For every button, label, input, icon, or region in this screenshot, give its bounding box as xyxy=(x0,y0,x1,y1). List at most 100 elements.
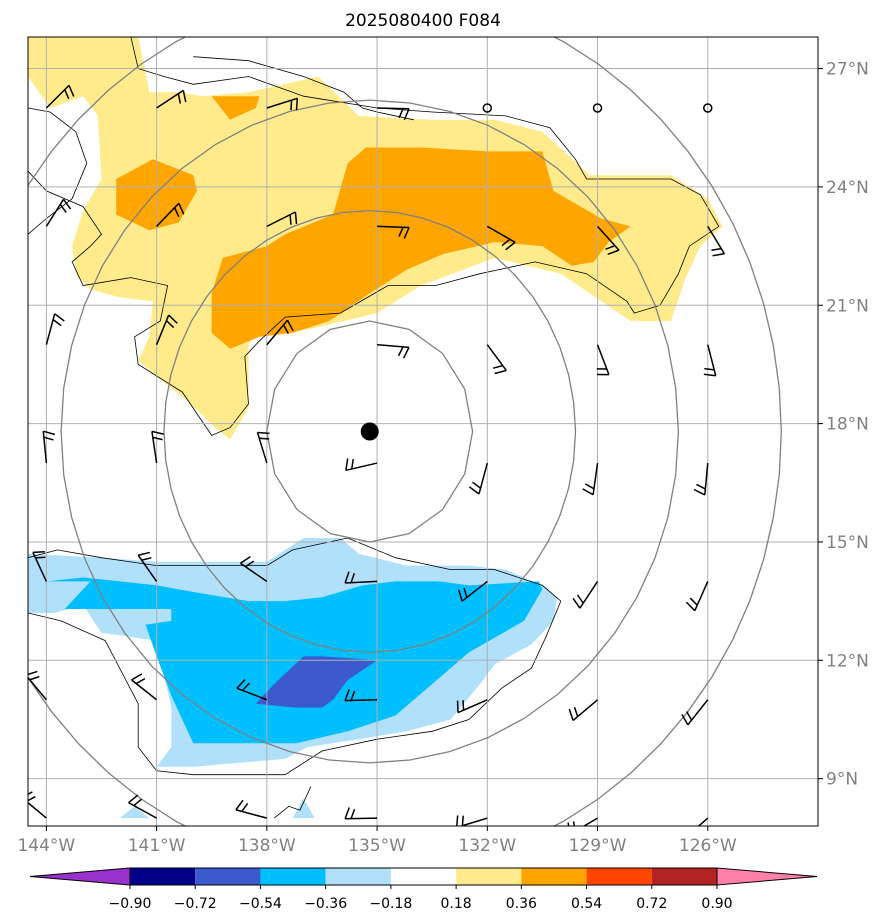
wind-barb-staff xyxy=(266,211,296,228)
wind-barb-feather xyxy=(468,486,480,495)
wind-barb-feather xyxy=(282,324,289,335)
wind-barb-feather xyxy=(62,198,72,210)
wind-barb-37 xyxy=(236,678,268,701)
colorbar-segment-6 xyxy=(521,868,587,885)
wind-barb-staff xyxy=(486,344,507,371)
filled-contours xyxy=(28,37,723,819)
wind-barb-31 xyxy=(344,571,378,584)
wind-barb-staff xyxy=(235,809,268,819)
wind-barb-9 xyxy=(266,211,298,228)
y-tick-label-4: 15°N xyxy=(826,533,869,553)
wind-barb-22 xyxy=(151,430,164,464)
wind-barb-feather xyxy=(59,203,67,213)
y-tick-label-6: 9°N xyxy=(826,770,858,790)
contour-line-2 xyxy=(28,537,562,776)
filled-region-8 xyxy=(292,798,315,819)
wind-barb-28 xyxy=(32,550,48,582)
wind-barb-staff xyxy=(42,431,48,464)
wind-barb-29 xyxy=(137,551,158,582)
wind-barb-staff xyxy=(151,431,158,464)
wind-barb-8 xyxy=(156,202,185,227)
wind-barb-feather xyxy=(461,815,464,826)
wind-barb-staff xyxy=(596,344,610,375)
filled-region-6 xyxy=(255,656,378,708)
wind-barb-feather xyxy=(712,252,725,257)
wind-barb-38 xyxy=(344,689,378,702)
colorbar-segment-5 xyxy=(456,868,522,885)
wind-barb-feather xyxy=(584,483,595,490)
x-tick-label-1: 141°W xyxy=(128,836,186,856)
wind-barb-21 xyxy=(42,430,56,464)
wind-barb-45 xyxy=(344,807,378,820)
wind-barb-12 xyxy=(596,225,620,256)
wind-barb-feather xyxy=(286,319,294,332)
wind-barb-staff xyxy=(28,801,47,819)
storm-center-marker xyxy=(360,422,379,441)
wind-barb-staff xyxy=(345,462,378,472)
y-tick-label-1: 24°N xyxy=(826,178,869,198)
wind-barb-feather xyxy=(711,247,722,252)
colorbar-tick-label-8: 0.72 xyxy=(636,896,667,912)
wind-barb-feather xyxy=(463,587,468,598)
wind-barb-feather xyxy=(398,226,404,237)
wind-barb-40 xyxy=(568,699,599,722)
range-ring-2 xyxy=(60,99,680,764)
wind-barb-staff xyxy=(582,817,598,826)
colorbar-extend-high xyxy=(716,867,818,886)
colorbar-segment-2 xyxy=(260,868,326,885)
wind-barb-19 xyxy=(596,344,610,376)
wind-barb-feather xyxy=(52,318,62,327)
wind-barb-39 xyxy=(456,699,488,714)
x-tick-label-5: 129°W xyxy=(569,836,627,856)
wind-barb-feather xyxy=(350,690,356,701)
wind-barb-staff xyxy=(377,107,410,110)
wind-barb-feather xyxy=(152,436,163,441)
colorbar-segment-4 xyxy=(390,868,457,885)
wind-barb-32 xyxy=(457,580,488,602)
wind-barb-staff xyxy=(266,97,298,109)
storm-center xyxy=(360,422,379,441)
wind-barb-feather xyxy=(32,550,45,554)
wind-barb-staff xyxy=(486,225,516,243)
wind-barb-feather xyxy=(64,89,70,100)
wind-barb-feather xyxy=(345,458,349,471)
wind-barb-47 xyxy=(567,817,598,826)
wind-barb-staff xyxy=(256,432,268,464)
wind-barb-35 xyxy=(28,670,47,701)
wind-barb-23 xyxy=(256,431,270,464)
colorbar-tick-label-0: −0.90 xyxy=(109,896,152,912)
wind-barb-43 xyxy=(128,794,157,819)
colorbar-segment-1 xyxy=(195,868,261,885)
wind-barb-staff xyxy=(45,198,65,227)
wind-barb-feather xyxy=(68,85,75,97)
wind-barb-36 xyxy=(131,673,158,701)
wind-barb-feather xyxy=(165,320,175,329)
wind-barb-staff xyxy=(377,343,410,349)
wind-barb-feather xyxy=(572,821,576,826)
wind-barb-staff xyxy=(592,462,599,495)
wind-barb-calm-6 xyxy=(703,103,713,113)
wind-barb-7 xyxy=(45,198,72,227)
wind-barb-11 xyxy=(486,225,516,251)
wind-barb-staff xyxy=(377,225,410,229)
x-tick-label-2: 138°W xyxy=(238,836,296,856)
wind-barb-staff xyxy=(45,84,70,109)
gridlines xyxy=(28,37,818,826)
chart-title: 2025080400 F084 xyxy=(345,11,501,31)
y-tick-label-5: 12°N xyxy=(826,651,869,671)
colorbar-tick-label-1: −0.72 xyxy=(174,896,217,912)
wind-barb-feather xyxy=(681,714,689,726)
wind-barb-staff xyxy=(572,699,599,722)
filled-region-7 xyxy=(119,806,150,819)
wind-barb-feather xyxy=(35,556,46,559)
wind-barb-feather xyxy=(501,238,511,247)
wind-barb-18 xyxy=(486,344,507,375)
wind-barb-staff xyxy=(45,313,56,345)
wind-barb-feather xyxy=(576,594,584,604)
wind-barb-feather xyxy=(178,202,185,215)
wind-barb-15 xyxy=(155,314,178,345)
x-tick-label-6: 126°W xyxy=(679,836,737,856)
wind-barb-feather xyxy=(567,822,570,826)
y-tick-label-3: 18°N xyxy=(826,415,869,435)
